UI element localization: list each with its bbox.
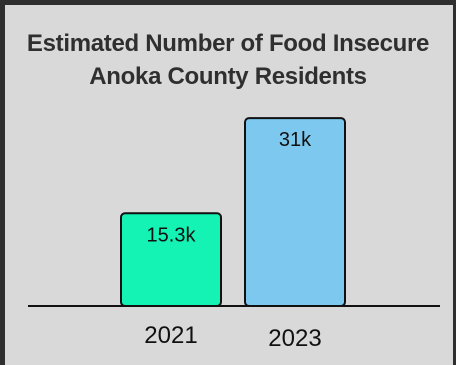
x-tick-label-2023: 2023: [268, 325, 321, 352]
bars-group: [120, 117, 346, 307]
labels-group: 15.3k 2021 31k 2023: [144, 129, 321, 352]
chart-title-line-2: Anoka County Residents: [89, 63, 367, 90]
x-tick-label-2021: 2021: [144, 322, 197, 349]
data-label-2021: 15.3k: [147, 224, 197, 246]
chart-title: Estimated Number of Food Insecure Anoka …: [0, 27, 456, 93]
chart-title-line-1: Estimated Number of Food Insecure: [26, 30, 430, 57]
data-label-2023: 31k: [279, 129, 312, 151]
